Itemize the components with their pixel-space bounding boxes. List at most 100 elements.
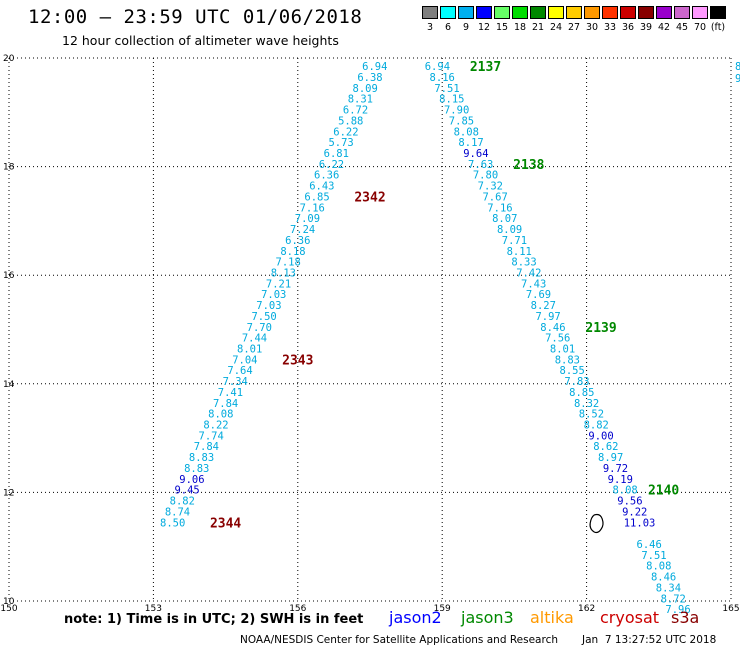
legend-swatch [494, 6, 510, 19]
swh-value: 7.32 [478, 181, 503, 193]
swh-value: 8.31 [348, 94, 373, 106]
swh-value: 9.72 [603, 463, 628, 475]
swh-value: 7.84 [194, 441, 219, 453]
swh-value: 5.88 [338, 115, 363, 127]
lat-tick-label: 20 [3, 54, 15, 64]
satellite-tracks: 6.946.388.098.316.725.886.225.736.816.22… [160, 61, 691, 616]
swh-value: 6.38 [357, 72, 382, 84]
swh-value: 9.00 [588, 430, 613, 442]
pass-number: 2140 [648, 484, 679, 499]
swh-value: 7.42 [516, 267, 541, 279]
legend-swatch [530, 6, 546, 19]
swh-value: 8.52 [579, 409, 604, 421]
legend-label: 33 [603, 22, 617, 33]
swh-value: 8.09 [497, 224, 522, 236]
swh-value: 6.81 [324, 148, 349, 160]
swh-value: 6.72 [343, 105, 368, 117]
lat-tick-label: 12 [3, 488, 14, 498]
swh-value: 7.16 [300, 202, 325, 214]
swh-value: 7.70 [247, 322, 272, 334]
lat-tick-label: 14 [3, 380, 15, 390]
lat-tick-label: 18 [3, 163, 15, 173]
swh-value: 6.36 [285, 235, 310, 247]
satellite-legend-item: cryosat [600, 608, 660, 627]
legend-swatch [584, 6, 600, 19]
legend-label: 42 [657, 22, 671, 33]
edge-values: 89 [735, 61, 740, 85]
edge-swh-value: 9 [735, 73, 740, 85]
pass-labels: 2137 2138 2139 2140 2342 2343 2344 [210, 60, 679, 531]
swh-value: 6.94 [425, 61, 450, 73]
swh-value: 8.01 [550, 344, 575, 356]
swh-value: 8.85 [569, 387, 594, 399]
satellite-legend-item: altika [530, 608, 574, 627]
swh-value: 6.36 [314, 170, 339, 182]
swh-value: 7.24 [290, 224, 315, 236]
legend-label: 36 [621, 22, 635, 33]
pass-number: 2343 [282, 353, 313, 368]
legend-swatch [620, 6, 636, 19]
swh-value: 8.83 [184, 463, 209, 475]
map-subtitle: 12 hour collection of altimeter wave hei… [62, 33, 339, 48]
swh-value: 8.07 [492, 213, 517, 225]
lat-tick-label: 10 [3, 597, 15, 607]
legend-label: 18 [513, 22, 527, 33]
legend-label: 6 [444, 22, 452, 33]
legend-unit: (ft) [710, 22, 726, 33]
swh-value: 8.62 [593, 441, 618, 453]
swh-value: 7.51 [434, 83, 459, 95]
swh-value: 8.82 [170, 496, 195, 508]
legend-swatch [566, 6, 582, 19]
swh-value: 6.94 [362, 61, 387, 73]
legend-swatch [638, 6, 654, 19]
swh-value: 7.90 [444, 105, 469, 117]
legend-swatch [656, 6, 672, 19]
legend-swatch [440, 6, 456, 19]
lon-tick-label: 162 [578, 604, 595, 614]
swh-value: 7.03 [261, 289, 286, 301]
swh-value: 7.51 [641, 550, 666, 562]
swh-value: 7.34 [223, 376, 248, 388]
swh-value: 7.09 [295, 213, 320, 225]
edge-swh-value: 8 [735, 61, 740, 73]
swh-value: 7.56 [545, 333, 570, 345]
legend-label: 39 [639, 22, 653, 33]
swh-value: 5.73 [328, 137, 353, 149]
swh-value: 7.85 [449, 115, 474, 127]
satellite-legend-item: s3a [671, 608, 700, 627]
swh-value: 7.50 [251, 311, 276, 323]
grid-lines [8, 57, 732, 602]
pass-number: 2342 [354, 190, 385, 205]
swh-value: 7.80 [473, 170, 498, 182]
legend-label: 15 [495, 22, 509, 33]
legend-swatch [602, 6, 618, 19]
swh-value: 9.56 [617, 496, 642, 508]
swh-value: 8.82 [584, 420, 609, 432]
swh-value: 6.43 [309, 181, 334, 193]
swh-value: 8.01 [237, 344, 262, 356]
satellite-legend-item: jason2 [389, 608, 442, 627]
swh-value: 8.11 [507, 246, 532, 258]
swh-value: 9.64 [463, 148, 488, 160]
swh-value: 7.04 [232, 354, 257, 366]
swh-value: 7.41 [218, 387, 243, 399]
pass-number: 2137 [470, 60, 501, 75]
swh-value: 9.19 [608, 474, 633, 486]
swh-value: 8.08 [612, 485, 637, 497]
legend-label: 24 [549, 22, 563, 33]
island-shape [589, 513, 604, 534]
swh-value: 9.22 [622, 506, 647, 518]
swh-value: 8.34 [656, 582, 681, 594]
swh-value: 8.50 [160, 517, 185, 529]
swh-value: 7.74 [199, 430, 224, 442]
swh-value: 7.43 [521, 278, 546, 290]
swh-value: 7.21 [266, 278, 291, 290]
legend-swatch [458, 6, 474, 19]
swh-value: 8.83 [555, 354, 580, 366]
legend-swatch [710, 6, 726, 19]
swh-value: 7.84 [213, 398, 238, 410]
swh-value: 8.97 [598, 452, 623, 464]
lon-tick-label: 153 [145, 604, 162, 614]
legend-label: 9 [462, 22, 470, 33]
